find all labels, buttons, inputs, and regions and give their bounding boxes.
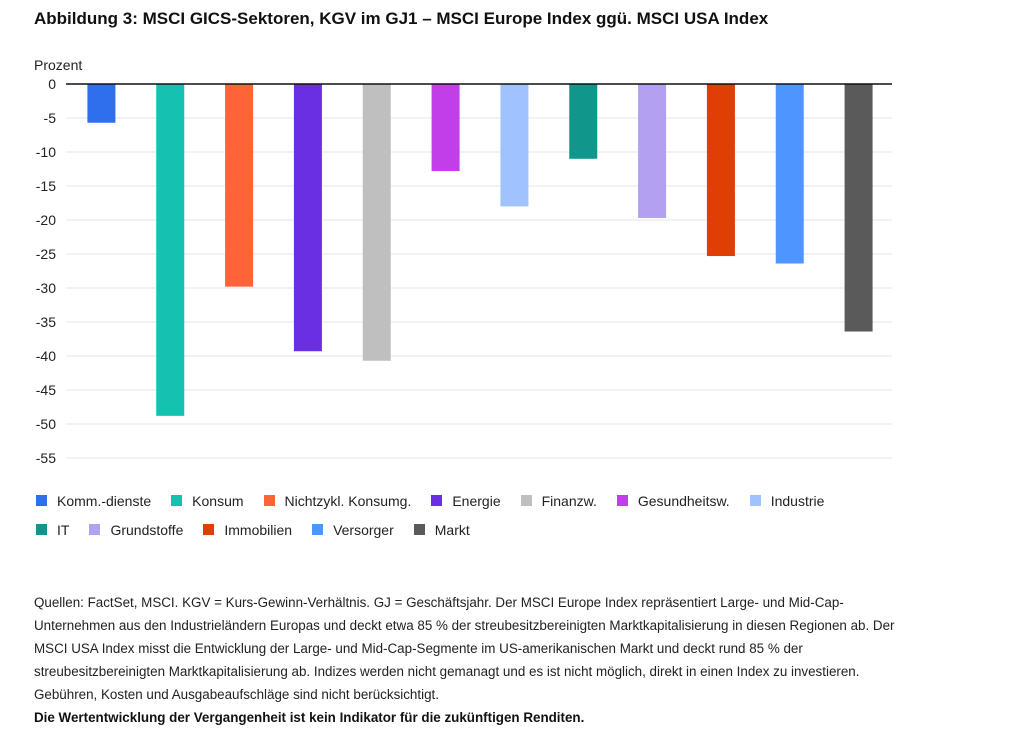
y-tick-label: -5 (44, 110, 57, 126)
bar-8 (569, 84, 598, 159)
legend-item: Versorger (312, 522, 394, 538)
legend-row: Komm.-dienste Konsum Nichtzykl. Konsumg. En… (36, 486, 896, 515)
bar-3 (225, 84, 254, 287)
legend-item: Konsum (171, 492, 244, 509)
legend-swatch (616, 495, 628, 506)
bar-1 (87, 84, 116, 123)
bar-4 (293, 84, 322, 352)
y-tick-label: -30 (36, 280, 56, 296)
bar-10 (706, 84, 735, 257)
legend-swatch (36, 524, 47, 535)
legend-swatch (749, 495, 761, 506)
y-tick-label: -35 (36, 314, 56, 330)
bar-6 (431, 84, 460, 172)
legend-item: Nichtzykl. Konsumg. (263, 492, 412, 509)
y-tick-label: 0 (48, 76, 56, 92)
y-tick-label: -15 (36, 178, 56, 194)
legend-item: Markt (413, 521, 470, 538)
bar-2 (156, 84, 185, 416)
legend-swatch (520, 495, 532, 506)
legend-label: Finanzw. (541, 492, 597, 509)
legend-label: Gesundheitsw. (637, 492, 730, 509)
legend-label: Nichtzykl. Konsumg. (284, 492, 412, 509)
legend-swatch (203, 524, 215, 535)
legend-label: IT (57, 521, 70, 538)
y-tick-label: -25 (36, 246, 56, 262)
legend-swatch (312, 524, 324, 535)
legend-item: Industrie (749, 492, 825, 509)
chart-legend: Komm.-dienste Konsum Nichtzykl. Konsumg. En… (36, 486, 896, 544)
chart-footnotes: Quellen: FactSet, MSCI. KGV = Kurs-Gewin… (34, 591, 914, 729)
legend-item: Finanzw. (520, 492, 597, 509)
y-tick-label: -40 (36, 348, 56, 364)
legend-swatch (413, 524, 425, 535)
legend-label: Energie (452, 492, 501, 509)
bar-chart: 0 -5 -10 -15 -20 -25 -30 -35 -40 -45 -50 -55 (36, 76, 892, 466)
bar-9 (638, 84, 667, 218)
y-tick-label: -45 (36, 382, 56, 398)
legend-item: Gesundheitsw. (616, 492, 730, 509)
legend-swatch (89, 524, 101, 535)
legend-row: IT Grundstoffe Immobilien Versorger Markt (36, 515, 896, 544)
bar-12 (844, 84, 873, 332)
y-axis-label: Prozent (34, 57, 83, 73)
legend-swatch (171, 495, 183, 506)
bar-5 (362, 84, 391, 361)
legend-swatch (431, 495, 443, 506)
legend-label: Versorger (333, 521, 394, 538)
sources-note: Quellen: FactSet, MSCI. KGV = Kurs-Gewin… (34, 595, 895, 702)
chart-title: Abbildung 3: MSCI GICS-Sektoren, KGV im … (34, 9, 769, 28)
legend-label: Grundstoffe (110, 521, 184, 538)
legend-label: Konsum (192, 492, 244, 509)
legend-item: Grundstoffe (89, 522, 183, 538)
legend-label: Immobilien (224, 521, 293, 538)
legend-item: Komm.-dienste (36, 493, 151, 509)
bar-11 (775, 84, 804, 264)
y-tick-label: -10 (36, 144, 56, 160)
legend-swatch (263, 495, 275, 506)
legend-label: Markt (434, 521, 470, 538)
legend-label: Industrie (770, 492, 825, 509)
legend-swatch (36, 495, 47, 506)
y-tick-label: -20 (36, 212, 56, 228)
y-tick-label: -55 (36, 450, 56, 466)
legend-item: Immobilien (203, 522, 292, 538)
bar-7 (500, 84, 529, 207)
y-tick-label: -50 (36, 416, 56, 432)
legend-label: Komm.-dienste (57, 492, 152, 509)
legend-item: Energie (431, 492, 501, 509)
performance-disclaimer: Die Wertentwicklung der Vergangenheit is… (34, 710, 585, 725)
legend-item: IT (36, 522, 69, 538)
